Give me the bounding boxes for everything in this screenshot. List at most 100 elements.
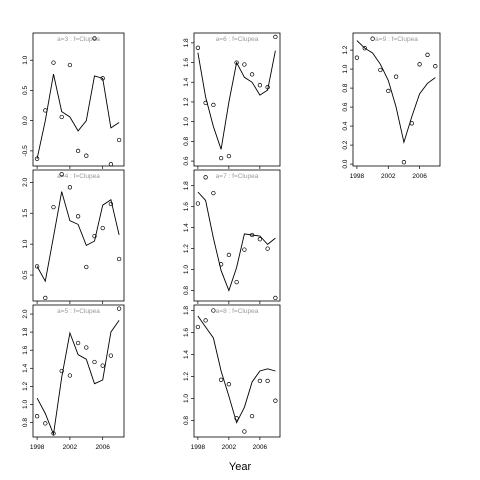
data-point — [218, 155, 224, 161]
y-tick-label: -0.5 — [22, 145, 29, 157]
panel: a=4 : f=Clupea 0.5 1.0 1.5 2.0 — [22, 169, 125, 304]
data-point — [234, 60, 239, 65]
data-point — [75, 340, 81, 346]
y-tick-label: 0.8 — [342, 83, 349, 92]
y-tick-label: 0.6 — [342, 102, 349, 111]
data-point — [92, 36, 97, 41]
data-point — [59, 368, 64, 374]
panel-frame — [193, 169, 281, 302]
data-point — [84, 345, 89, 350]
data-point — [116, 137, 122, 143]
y-tick-label: 1.0 — [183, 394, 190, 403]
data-point — [273, 398, 278, 403]
y-tick-label: 1.2 — [183, 372, 190, 381]
data-point — [249, 413, 255, 419]
data-point — [226, 382, 232, 387]
panel-frame — [193, 304, 281, 438]
data-point — [108, 353, 114, 358]
data-point — [51, 60, 56, 65]
data-point — [51, 204, 56, 210]
fitted-line — [197, 315, 276, 424]
y-tick-label: 1.6 — [183, 328, 190, 337]
y-tick-label: 1.0 — [22, 400, 29, 409]
data-point — [249, 72, 255, 77]
data-point — [273, 295, 278, 301]
data-point — [195, 45, 201, 50]
data-point — [226, 153, 232, 159]
fitted-line — [197, 50, 276, 150]
y-tick-label: 1.4 — [183, 77, 190, 86]
data-point — [195, 201, 201, 206]
data-point — [108, 201, 114, 207]
y-tick-label: 0.4 — [342, 121, 349, 130]
data-point — [234, 279, 239, 285]
x-tick-label: 2002 — [381, 173, 396, 180]
data-point — [203, 318, 208, 323]
y-tick-label: 1.6 — [22, 345, 29, 354]
data-point — [242, 247, 247, 252]
data-point — [211, 308, 216, 313]
y-tick-label: 0.0 — [22, 116, 29, 125]
x-tick-label: 2006 — [253, 444, 268, 451]
panel: a=5 : f=Clupea 0.8 1.0 1.2 1.4 1.6 1.8 2.0 1998 2… — [22, 304, 125, 451]
data-point — [409, 121, 414, 126]
y-tick-label: 1.8 — [183, 181, 190, 190]
data-point — [417, 62, 422, 67]
panel-strip-label: a=7 : f=Clupea — [216, 173, 259, 180]
data-point — [218, 262, 224, 267]
fitted-line — [36, 320, 120, 437]
y-tick-label: 1.8 — [183, 306, 190, 315]
y-tick-label: 0.5 — [22, 86, 29, 95]
data-point — [257, 237, 263, 242]
data-point — [257, 378, 263, 384]
y-tick-label: 2.0 — [22, 309, 29, 318]
data-point — [195, 324, 201, 330]
data-point — [75, 214, 81, 219]
data-point — [43, 108, 48, 113]
data-point — [116, 256, 122, 262]
y-tick-label: 2.0 — [22, 177, 29, 186]
data-point — [51, 431, 56, 436]
data-point — [218, 377, 224, 382]
data-point — [100, 76, 105, 81]
data-point — [34, 414, 40, 419]
data-point — [43, 295, 48, 301]
fitted-line — [36, 74, 120, 159]
data-point — [425, 52, 430, 57]
panel-strip-label: a=4 : f=Clupea — [57, 173, 100, 180]
x-tick-label: 2006 — [412, 173, 427, 180]
data-point — [362, 46, 367, 51]
x-axis-title: Year — [229, 461, 252, 473]
y-tick-label: 0.2 — [342, 140, 349, 149]
data-point — [203, 100, 208, 106]
data-point — [67, 373, 73, 378]
x-tick-label: 1998 — [191, 444, 206, 451]
y-tick-label: 1.8 — [183, 38, 190, 47]
fitted-line — [197, 191, 276, 292]
data-point — [257, 83, 263, 88]
x-tick-label: 1998 — [350, 173, 365, 180]
data-point — [386, 88, 391, 94]
data-point — [84, 264, 89, 270]
data-point — [67, 185, 73, 190]
data-point — [401, 160, 407, 165]
panel-frame — [352, 32, 441, 167]
y-tick-label: 0.8 — [22, 418, 29, 427]
data-point — [92, 359, 97, 365]
panel-strip-label: a=5 : f=Clupea — [57, 308, 100, 315]
y-tick-label: 1.0 — [22, 55, 29, 64]
y-tick-label: 1.2 — [183, 97, 190, 106]
data-point — [100, 225, 105, 231]
data-point — [242, 62, 247, 67]
panel-strip-label: a=8 : f=Clupea — [216, 308, 259, 315]
x-tick-label: 1998 — [30, 444, 45, 451]
panel: a=9 : f=Clupea 0.0 0.2 0.4 0.6 0.8 1.0 1.2 1998 2… — [342, 32, 441, 180]
data-point — [354, 55, 360, 60]
data-point — [242, 429, 247, 434]
y-tick-label: 0.8 — [183, 136, 190, 145]
y-tick-label: 1.4 — [22, 363, 29, 372]
data-point — [67, 62, 73, 68]
data-point — [34, 264, 40, 269]
x-tick-label: 2002 — [222, 444, 237, 451]
data-point — [59, 114, 64, 120]
